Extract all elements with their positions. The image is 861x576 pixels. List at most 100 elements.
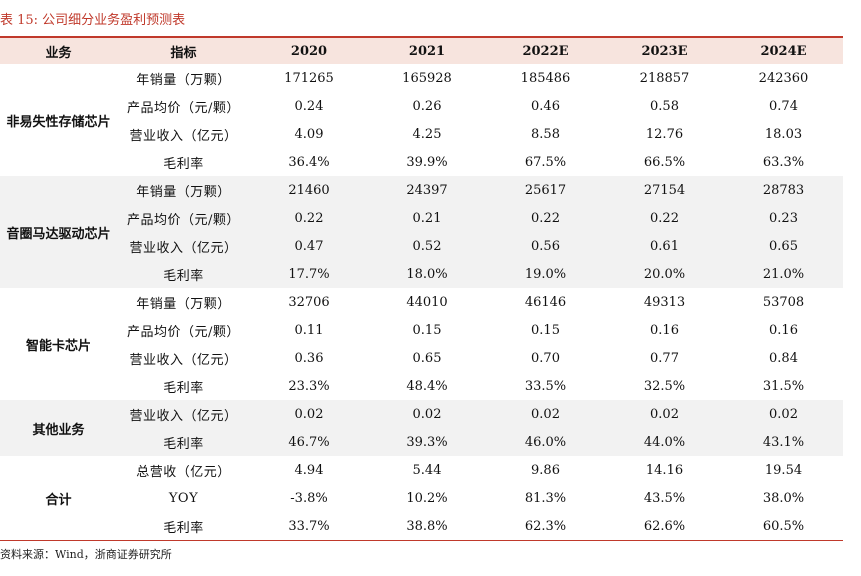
- table-row: 毛利率 46.7% 39.3% 46.0% 44.0% 43.1%: [0, 428, 843, 456]
- value-cell: 18.03: [764, 126, 803, 142]
- value-cell: 0.70: [531, 350, 560, 366]
- table-row: 音圈马达驱动芯片 年销量（万颗） 21460 24397 25617 27154 28783: [0, 176, 843, 288]
- value-cell: 33.5%: [524, 378, 567, 394]
- table-row: 毛利率 36.4% 39.9% 67.5% 66.5% 63.3%: [0, 148, 843, 176]
- value-cell: 165928: [402, 70, 452, 86]
- value-cell: 0.23: [724, 204, 843, 232]
- value-cell: 0.65: [724, 232, 843, 260]
- indicator-name: 毛利率: [117, 428, 250, 456]
- table-row: 营业收入（亿元） 4.09 4.25 8.58 12.76 18.03: [0, 120, 843, 148]
- business-name: 音圈马达驱动芯片: [0, 176, 117, 288]
- source-note: 资料来源：Wind，浙商证券研究所: [0, 548, 172, 561]
- header-row: 业务 指标 2020 2021 2022E 2023E 2024E: [0, 38, 843, 64]
- value-cell: 46146: [524, 294, 567, 310]
- value-cell: 0.15: [531, 322, 560, 338]
- table-row: 非易失性存储芯片 年销量（万颗） 171265 165928 185486 218857 2…: [0, 64, 843, 130]
- value-cell: 5.44: [412, 462, 442, 478]
- indicator-name: 年销量（万颗）: [136, 72, 231, 88]
- indicator-name: 产品均价（元/颗）: [117, 204, 250, 232]
- value-cell: 43.5%: [643, 490, 686, 506]
- value-cell: 21.0%: [724, 260, 843, 288]
- value-cell: 62.6%: [643, 518, 686, 534]
- table-row: 智能卡芯片 年销量（万颗） 32706 44010 46146 49313 53708: [0, 288, 843, 354]
- value-cell: 17.7%: [250, 260, 368, 288]
- business-name: 智能卡芯片: [25, 338, 91, 354]
- value-cell: 0.22: [605, 204, 724, 232]
- value-cell: 0.22: [486, 204, 605, 232]
- value-cell: 218857: [639, 70, 690, 86]
- indicator-name: 产品均价（元/颗）: [127, 324, 240, 340]
- value-cell: 0.22: [250, 204, 368, 232]
- value-cell: 0.15: [412, 322, 442, 338]
- header-year: 2024E: [724, 38, 843, 64]
- value-cell: 0.65: [412, 350, 442, 366]
- value-cell: 60.5%: [762, 518, 805, 534]
- table-row: 产品均价（元/颗） 0.11 0.15 0.15 0.16 0.16: [0, 316, 843, 344]
- value-cell: 0.02: [724, 400, 843, 428]
- value-cell: 0.24: [294, 98, 324, 114]
- value-cell: 38.8%: [406, 518, 448, 534]
- value-cell: 0.02: [486, 400, 605, 428]
- header-year: 2021: [368, 38, 486, 64]
- value-cell: 14.16: [645, 462, 684, 478]
- value-cell: 23.3%: [288, 378, 330, 394]
- value-cell: 242360: [758, 70, 809, 86]
- value-cell: 10.2%: [406, 490, 448, 506]
- value-cell: 81.3%: [524, 490, 567, 506]
- value-cell: 18.0%: [368, 260, 486, 288]
- table-row: YOY -3.8% 10.2% 81.3% 43.5% 38.0%: [0, 484, 843, 512]
- value-cell: 67.5%: [524, 154, 567, 170]
- value-cell: 39.3%: [368, 428, 486, 456]
- value-cell: 33.7%: [288, 518, 330, 534]
- value-cell: 185486: [520, 70, 571, 86]
- value-cell: 4.25: [412, 126, 442, 142]
- value-cell: 32.5%: [643, 378, 686, 394]
- value-cell: 46.7%: [250, 428, 368, 456]
- value-cell: 0.58: [650, 98, 679, 114]
- table-row: 产品均价（元/颗） 0.24 0.26 0.46 0.58 0.74: [0, 92, 843, 120]
- header-year: 2023E: [605, 38, 724, 64]
- table-row: 营业收入（亿元） 0.47 0.52 0.56 0.61 0.65: [0, 232, 843, 260]
- table-row: 其他业务 营业收入（亿元） 0.02 0.02 0.02 0.02 0.02: [0, 400, 843, 456]
- top-rule: [0, 36, 843, 38]
- value-cell: 38.0%: [762, 490, 805, 506]
- indicator-name: 毛利率: [163, 520, 204, 536]
- value-cell: 20.0%: [605, 260, 724, 288]
- value-cell: 4.09: [294, 126, 324, 142]
- value-cell: 0.36: [294, 350, 324, 366]
- value-cell: 0.11: [294, 322, 324, 338]
- table-row: 毛利率 17.7% 18.0% 19.0% 20.0% 21.0%: [0, 260, 843, 288]
- business-name: 合计: [45, 492, 72, 508]
- value-cell: 8.58: [531, 126, 560, 142]
- value-cell: 63.3%: [762, 154, 805, 170]
- value-cell: 0.16: [650, 322, 679, 338]
- indicator-name: 毛利率: [163, 380, 204, 396]
- forecast-table: 业务 指标 2020 2021 2022E 2023E 2024E 非易失性存储…: [0, 38, 843, 540]
- value-cell: 0.74: [769, 98, 798, 114]
- table-row: 毛利率 23.3% 48.4% 33.5% 32.5% 31.5%: [0, 372, 843, 400]
- value-cell: 0.47: [250, 232, 368, 260]
- value-cell: 36.4%: [288, 154, 330, 170]
- value-cell: 21460: [250, 176, 368, 204]
- indicator-name: 营业收入（亿元）: [117, 232, 250, 260]
- value-cell: 0.02: [250, 400, 368, 428]
- bottom-rule: [0, 540, 843, 541]
- business-name: 非易失性存储芯片: [6, 114, 111, 130]
- table-row: 合计 总营收（亿元） 4.94 5.44 9.86 14.16 19.54: [0, 456, 843, 508]
- value-cell: 9.86: [531, 462, 560, 478]
- value-cell: 19.54: [764, 462, 803, 478]
- value-cell: 39.9%: [406, 154, 448, 170]
- value-cell: 171265: [284, 70, 334, 86]
- value-cell: 0.52: [368, 232, 486, 260]
- value-cell: 0.56: [486, 232, 605, 260]
- header-year: 2022E: [486, 38, 605, 64]
- header-year: 2020: [250, 38, 368, 64]
- value-cell: 66.5%: [643, 154, 686, 170]
- value-cell: 53708: [762, 294, 805, 310]
- indicator-name: 产品均价（元/颗）: [127, 100, 240, 116]
- value-cell: 44.0%: [605, 428, 724, 456]
- value-cell: -3.8%: [290, 490, 328, 506]
- value-cell: 31.5%: [762, 378, 805, 394]
- value-cell: 32706: [288, 294, 330, 310]
- table-caption: 表 15: 公司细分业务盈利预测表: [0, 13, 186, 28]
